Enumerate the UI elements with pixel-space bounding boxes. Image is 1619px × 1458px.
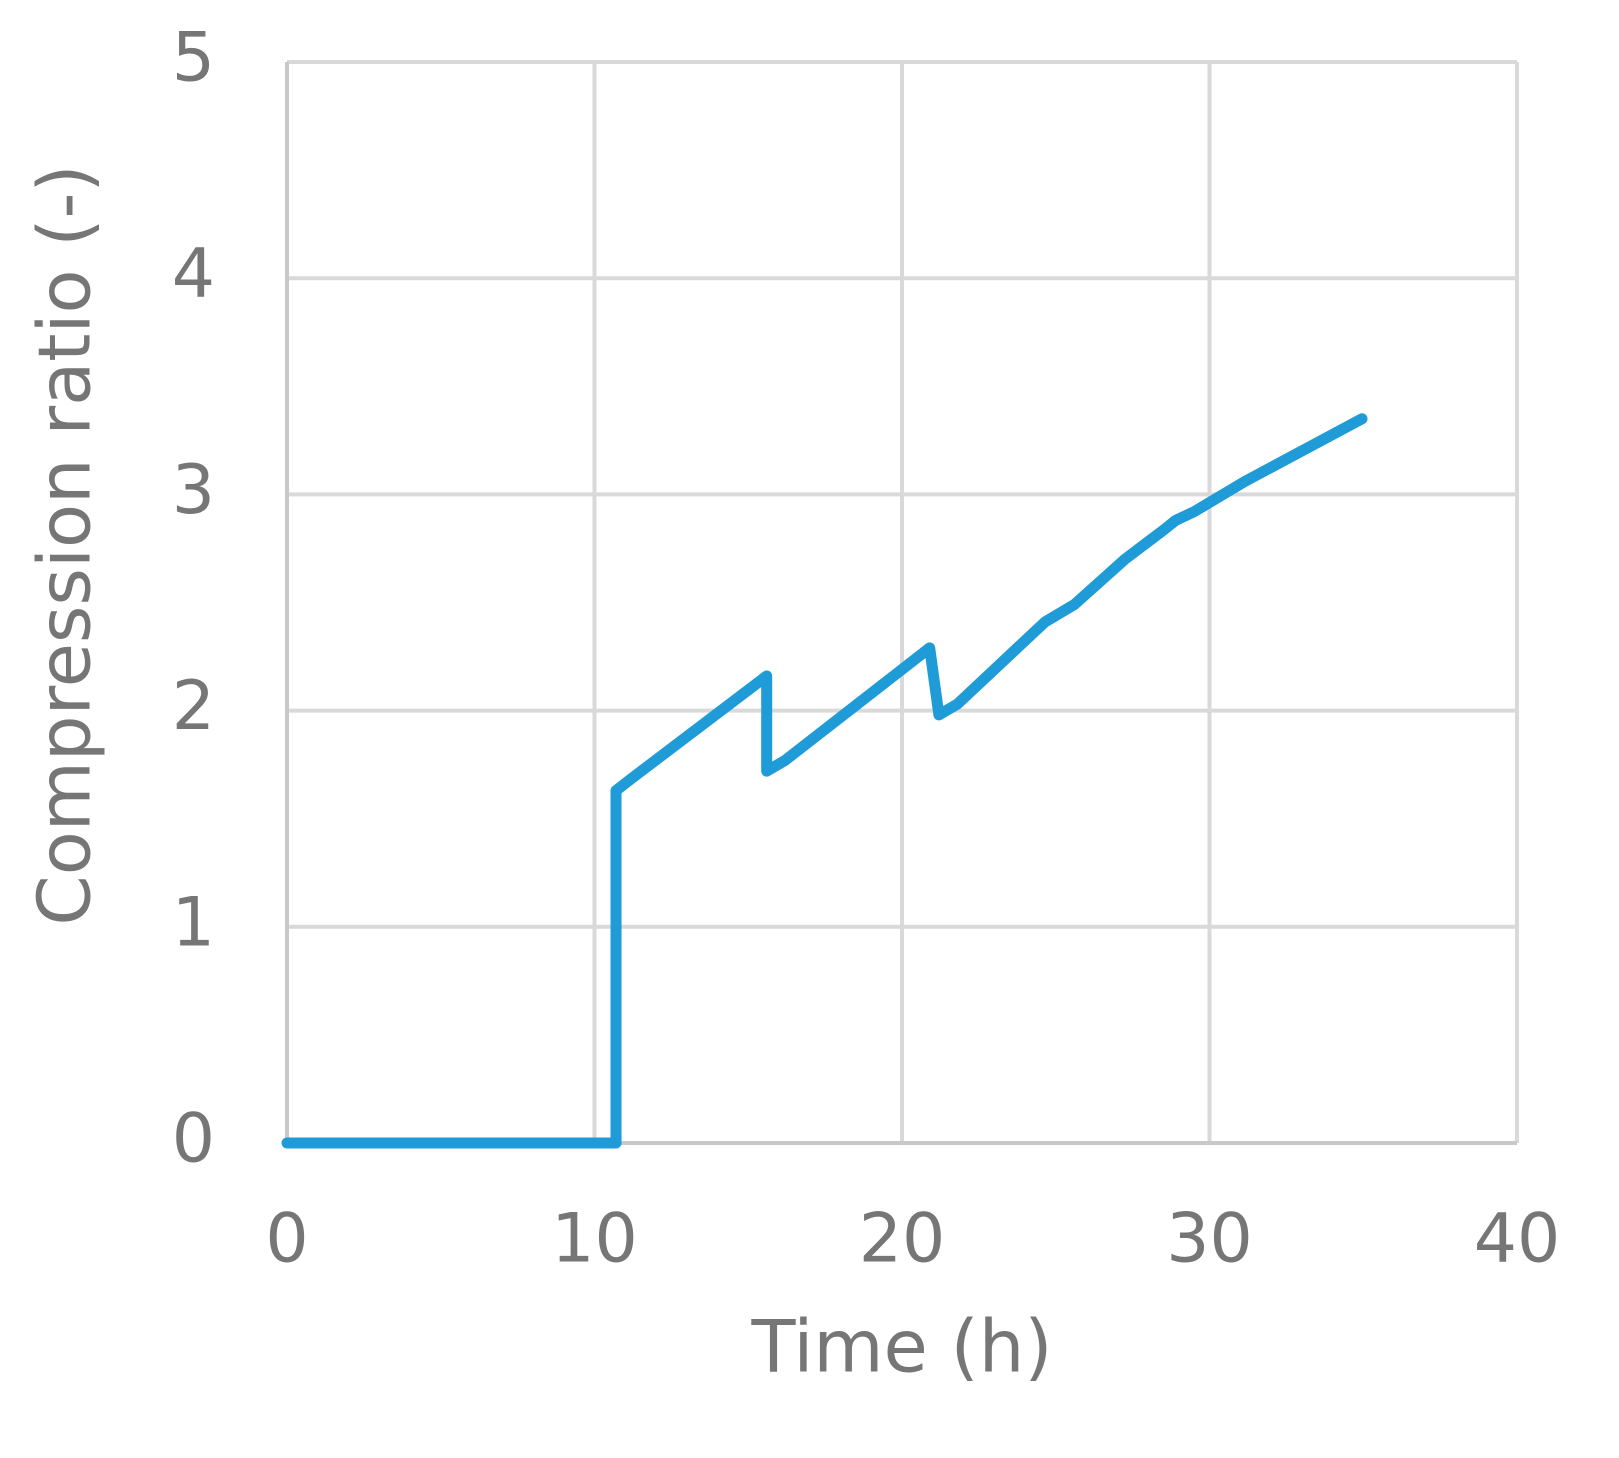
x-tick-label: 20 <box>859 1200 946 1279</box>
x-tick-label: 0 <box>265 1200 308 1279</box>
y-tick-label: 1 <box>172 883 215 962</box>
x-tick-label: 30 <box>1166 1200 1253 1279</box>
y-axis-title: Compression ratio (-) <box>23 164 107 925</box>
y-tick-label: 5 <box>172 19 215 98</box>
x-tick-label: 40 <box>1474 1200 1561 1279</box>
y-tick-label: 3 <box>172 451 215 530</box>
data-line <box>281 413 1368 1149</box>
y-tick-label: 0 <box>172 1100 215 1179</box>
y-tick-label: 2 <box>172 667 215 746</box>
y-tick-label: 4 <box>172 235 215 314</box>
x-tick-label: 10 <box>551 1200 638 1279</box>
x-axis-title: Time (h) <box>751 1305 1053 1389</box>
